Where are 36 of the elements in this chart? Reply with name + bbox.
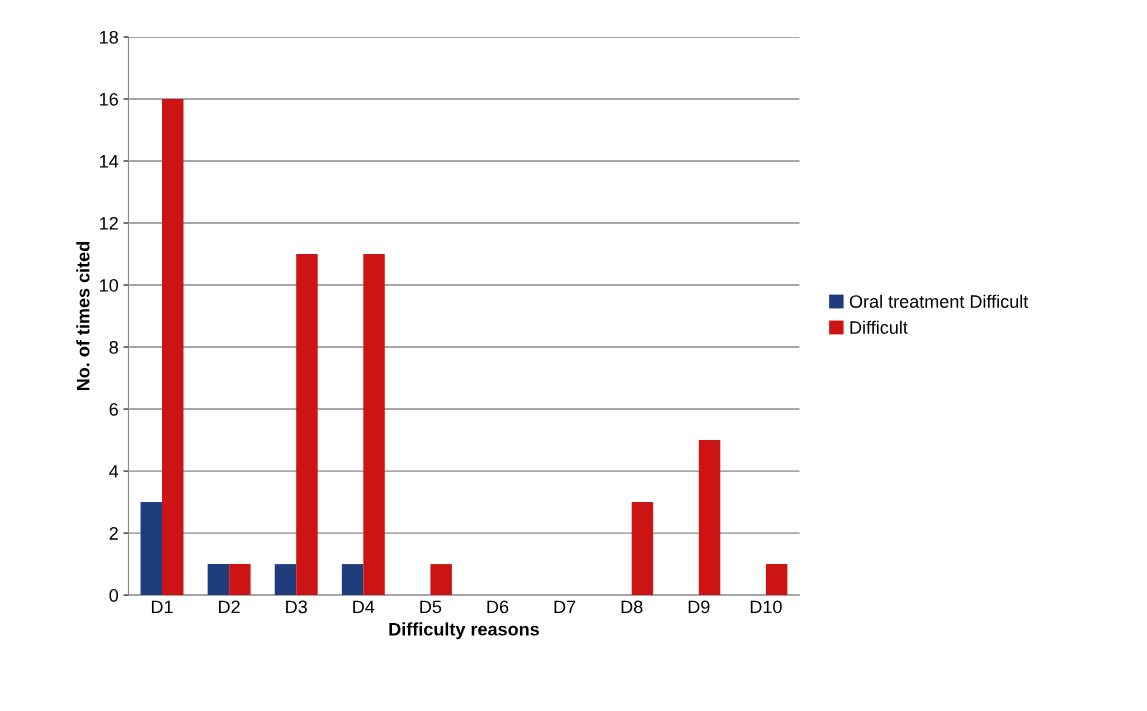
- bar: [430, 564, 452, 596]
- y-tick-label: 16: [100, 92, 118, 106]
- bar: [296, 254, 318, 596]
- x-axis-title: Difficulty reasons: [389, 622, 539, 640]
- y-tick-label: 2: [109, 527, 118, 540]
- y-tick-label: 14: [100, 155, 119, 168]
- y-tick-label: 8: [109, 340, 118, 354]
- x-tick-label: D6: [487, 600, 509, 614]
- bar: [341, 564, 364, 596]
- legend-label: Oral treatment Difficult: [849, 294, 1029, 308]
- y-tick-label: 4: [109, 465, 119, 478]
- x-tick-label: D8: [621, 600, 643, 614]
- x-tick-label: D2: [219, 600, 240, 614]
- x-tick-label: D4: [353, 600, 375, 614]
- y-tick-label: 10: [100, 278, 119, 292]
- y-axis-title: No. of times cited: [76, 241, 90, 391]
- y-tick-label: 12: [100, 216, 118, 230]
- bar: [207, 564, 230, 596]
- x-tick-label: D7: [554, 600, 576, 614]
- bar: [698, 440, 721, 596]
- bar: [229, 564, 251, 596]
- y-tick-label: 6: [109, 403, 118, 416]
- x-tick-label: D1: [151, 600, 173, 614]
- x-tick-label: D3: [286, 600, 307, 614]
- bar: [363, 254, 385, 596]
- y-tick-label: 18: [100, 30, 118, 44]
- bar: [631, 502, 654, 596]
- y-tick-label: 0: [109, 589, 119, 602]
- legend-label: Difficult: [850, 320, 908, 334]
- x-tick-label: D10: [750, 600, 782, 614]
- x-tick-label: D9: [688, 600, 710, 614]
- bar: [765, 564, 788, 596]
- bar: [140, 502, 163, 596]
- bar: [274, 564, 297, 596]
- bar: [162, 98, 184, 596]
- x-tick-label: D5: [420, 600, 442, 614]
